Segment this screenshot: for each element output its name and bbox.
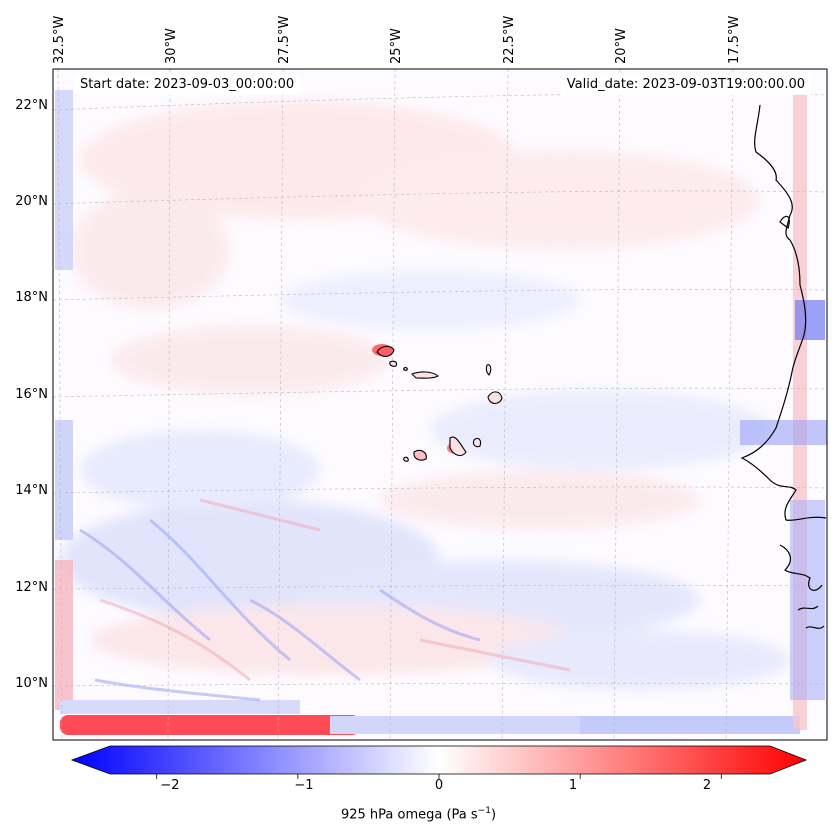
colorbar-label-suffix: )	[490, 807, 497, 823]
omega-field	[55, 90, 827, 735]
lat-label-10: 10°N	[15, 676, 48, 691]
colorbar-body	[70, 745, 808, 775]
cape-verde-islands	[376, 345, 503, 462]
africa-coast	[740, 104, 827, 521]
colorbar-ticks	[156, 774, 722, 779]
island-santa-luzia	[403, 367, 408, 371]
lat-label-20: 20°N	[15, 194, 48, 209]
colorbar-label-exponent: −1	[477, 806, 491, 816]
valid-date-label: Valid_date: 2023-09-03T19:00:00.00	[560, 75, 811, 95]
lon-label-27-5: 27.5°W	[277, 15, 292, 64]
island-santo-antao	[376, 345, 395, 358]
colorbar-tick-label: 0	[434, 778, 444, 793]
lon-label-32-5: 32.5°W	[52, 15, 67, 64]
lon-label-25: 25°W	[389, 28, 404, 64]
island-sao-vicente	[389, 360, 398, 367]
colorbar-tick-label: 1	[568, 778, 578, 793]
coastline	[740, 104, 827, 629]
lon-label-30: 30°W	[164, 28, 179, 64]
lon-label-20: 20°W	[614, 28, 629, 64]
colorbar	[70, 745, 808, 779]
lon-label-17-5: 17.5°W	[727, 15, 742, 64]
colorbar-label-prefix: 925 hPa omega (Pa s	[340, 807, 478, 823]
island-sao-nicolau	[411, 371, 439, 379]
colorbar-tick-label: −2	[160, 778, 180, 793]
gridlines	[53, 69, 827, 740]
island-santiago	[449, 436, 467, 457]
island-sal	[485, 364, 492, 376]
lat-label-14: 14°N	[15, 483, 48, 498]
colorbar-tick-label: 2	[702, 778, 712, 793]
lat-label-22: 22°N	[15, 98, 48, 113]
island-fogo	[413, 449, 427, 461]
lat-label-18: 18°N	[15, 290, 48, 305]
island-brava	[403, 456, 409, 462]
island-maio	[472, 437, 482, 448]
map-frame	[52, 68, 828, 741]
start-date-label: Start date: 2023-09-03_00:00:00	[74, 75, 301, 95]
colorbar-label: 925 hPa omega (Pa s−1)	[0, 806, 837, 822]
island-boa-vista	[487, 391, 503, 405]
lat-label-16: 16°N	[15, 387, 48, 402]
colorbar-tick-label: −1	[294, 778, 314, 793]
lat-label-12: 12°N	[15, 580, 48, 595]
lon-label-22-5: 22.5°W	[502, 15, 517, 64]
